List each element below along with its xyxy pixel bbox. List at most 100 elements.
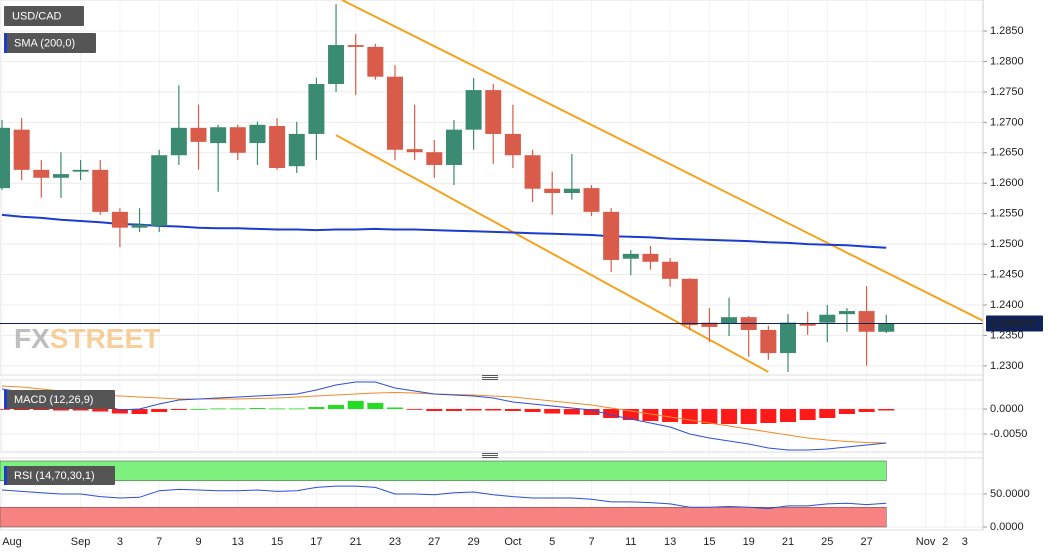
candle-body bbox=[269, 126, 286, 169]
macd-histogram-bar bbox=[288, 408, 305, 410]
macd-histogram-bar bbox=[52, 409, 69, 411]
macd-histogram-bar bbox=[249, 408, 266, 409]
macd-histogram-bar bbox=[662, 409, 679, 422]
x-tick-label: 2 bbox=[942, 536, 948, 548]
last-price-box bbox=[986, 315, 1043, 332]
candle-body bbox=[190, 127, 207, 142]
candle-body bbox=[583, 188, 600, 212]
x-tick-label: 27 bbox=[860, 536, 872, 548]
macd-histogram-bar bbox=[347, 401, 364, 409]
macd-title: MACD (12,26,9) bbox=[14, 394, 93, 406]
candle-body bbox=[111, 211, 128, 228]
macd-histogram-bar bbox=[622, 409, 639, 420]
y-tick-label: 1.2300 bbox=[990, 360, 1024, 372]
candle-body bbox=[760, 329, 777, 354]
candle-body bbox=[210, 127, 227, 144]
axes: 1.2300 1.2350 1.2400 1.2450 1.2500 1.2550 1.26… bbox=[2, 0, 1043, 548]
candle-body bbox=[780, 322, 796, 354]
y-tick-label: 0.0000 bbox=[990, 403, 1024, 415]
x-tick-label: 29 bbox=[467, 536, 479, 548]
x-tick-label: 17 bbox=[310, 536, 322, 548]
watermark: FXSTREET bbox=[14, 323, 160, 354]
macd-plot bbox=[0, 381, 895, 451]
pane-grip[interactable] bbox=[482, 453, 498, 458]
candle-body bbox=[465, 90, 482, 130]
x-tick-label: 15 bbox=[703, 536, 715, 548]
rsi-title: RSI (14,70,30,1) bbox=[14, 470, 95, 482]
chart-title: USD/CAD bbox=[12, 10, 62, 22]
trendline bbox=[335, 134, 769, 373]
x-tick-label: 9 bbox=[195, 536, 201, 548]
macd-histogram-bar bbox=[504, 409, 521, 411]
y-tick-label: -0.0050 bbox=[990, 428, 1027, 440]
macd-histogram-bar bbox=[485, 409, 502, 411]
macd-histogram-bar bbox=[858, 409, 875, 412]
macd-histogram-bar bbox=[92, 409, 109, 412]
macd-histogram-bar bbox=[0, 409, 10, 410]
pane-grip[interactable] bbox=[482, 375, 498, 380]
candle-body bbox=[249, 124, 266, 144]
x-tick-label: 21 bbox=[350, 536, 362, 548]
rsi-zone bbox=[0, 460, 887, 482]
candle-body bbox=[13, 129, 30, 170]
macd-histogram-bar bbox=[13, 409, 30, 410]
candle-body bbox=[524, 155, 541, 189]
x-tick-label: 3 bbox=[117, 536, 123, 548]
candle-body bbox=[504, 133, 521, 156]
macd-histogram-bar bbox=[131, 409, 148, 414]
candle-body bbox=[347, 45, 364, 47]
macd-histogram-bar bbox=[740, 409, 757, 424]
candle-body bbox=[406, 149, 423, 153]
macd-histogram-bar bbox=[445, 409, 462, 411]
x-tick-label: Sep bbox=[71, 536, 91, 548]
candle-body bbox=[288, 133, 305, 167]
x-tick-label: 15 bbox=[271, 536, 283, 548]
macd-histogram-bar bbox=[229, 408, 246, 410]
y-tick-label: 50.0000 bbox=[990, 488, 1030, 500]
x-tick-label: 5 bbox=[549, 536, 555, 548]
y-tick-label: 1.2700 bbox=[990, 116, 1024, 128]
candle-body bbox=[0, 127, 10, 189]
candle-body bbox=[485, 90, 502, 134]
macd-histogram-bar bbox=[269, 408, 286, 410]
candle-body bbox=[387, 76, 403, 150]
y-tick-label: 1.2600 bbox=[990, 177, 1024, 189]
macd-histogram-bar bbox=[210, 408, 227, 410]
candle-body bbox=[603, 211, 620, 260]
macd-histogram-bar bbox=[681, 409, 698, 424]
candle-body bbox=[799, 323, 816, 326]
macd-histogram-bar bbox=[465, 409, 482, 411]
macd-histogram-bar bbox=[780, 409, 796, 422]
macd-histogram-bar bbox=[190, 409, 207, 410]
macd-histogram-bar bbox=[583, 409, 600, 415]
macd-histogram-bar bbox=[328, 405, 345, 409]
legend-box[interactable]: SMA (200,0) bbox=[4, 33, 96, 53]
rsi-title-box: RSI (14,70,30,1) bbox=[4, 466, 115, 485]
main-pane bbox=[0, 0, 984, 376]
x-tick-label: Aug bbox=[2, 536, 22, 548]
candle-body bbox=[308, 84, 325, 134]
legend-label: SMA (200,0) bbox=[14, 37, 75, 49]
candle-body bbox=[131, 224, 148, 228]
x-tick-label: 13 bbox=[664, 536, 676, 548]
candle-body bbox=[878, 323, 895, 332]
macd-line bbox=[1, 381, 887, 451]
y-tick-label: 1.2750 bbox=[990, 86, 1024, 98]
candle-body bbox=[681, 278, 698, 326]
price-plot: FXSTREET bbox=[0, 0, 983, 373]
candle-body bbox=[721, 317, 738, 324]
legend-swatch bbox=[4, 33, 7, 53]
macd-histogram-bar bbox=[33, 409, 50, 410]
macd-histogram-bar bbox=[760, 409, 777, 423]
y-tick-label: 0.0000 bbox=[990, 521, 1024, 533]
y-tick-label: 1.2650 bbox=[990, 147, 1024, 159]
macd-histogram-bar bbox=[819, 409, 836, 418]
macd-histogram-bar bbox=[387, 407, 403, 409]
candle-body bbox=[563, 188, 580, 193]
macd-pane bbox=[0, 379, 984, 453]
candle-body bbox=[445, 129, 462, 165]
x-tick-label: 13 bbox=[232, 536, 244, 548]
x-tick-label: Oct bbox=[504, 536, 521, 548]
